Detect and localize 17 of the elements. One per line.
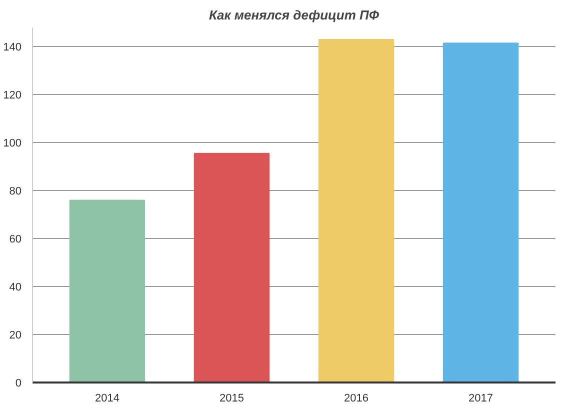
y-tick-label: 140: [3, 42, 22, 54]
x-tick-label: 2017: [468, 392, 494, 404]
bar: [69, 200, 146, 382]
y-tick-label: 100: [3, 138, 22, 150]
y-tick-label: 60: [9, 234, 22, 246]
bar: [318, 38, 394, 382]
bar: [442, 42, 519, 382]
x-tick-label: 2016: [344, 392, 369, 404]
y-tick-label: 20: [9, 330, 22, 342]
y-tick-label: 0: [15, 378, 22, 390]
x-tick-label: 2014: [94, 392, 120, 404]
bar: [194, 152, 270, 382]
x-tick-label: 2015: [220, 392, 244, 404]
y-tick-label: 120: [3, 90, 22, 102]
chart-title: Как менялся дефицит ПФ: [208, 8, 380, 22]
y-tick-label: 40: [9, 282, 22, 294]
y-tick-label: 80: [9, 186, 22, 198]
